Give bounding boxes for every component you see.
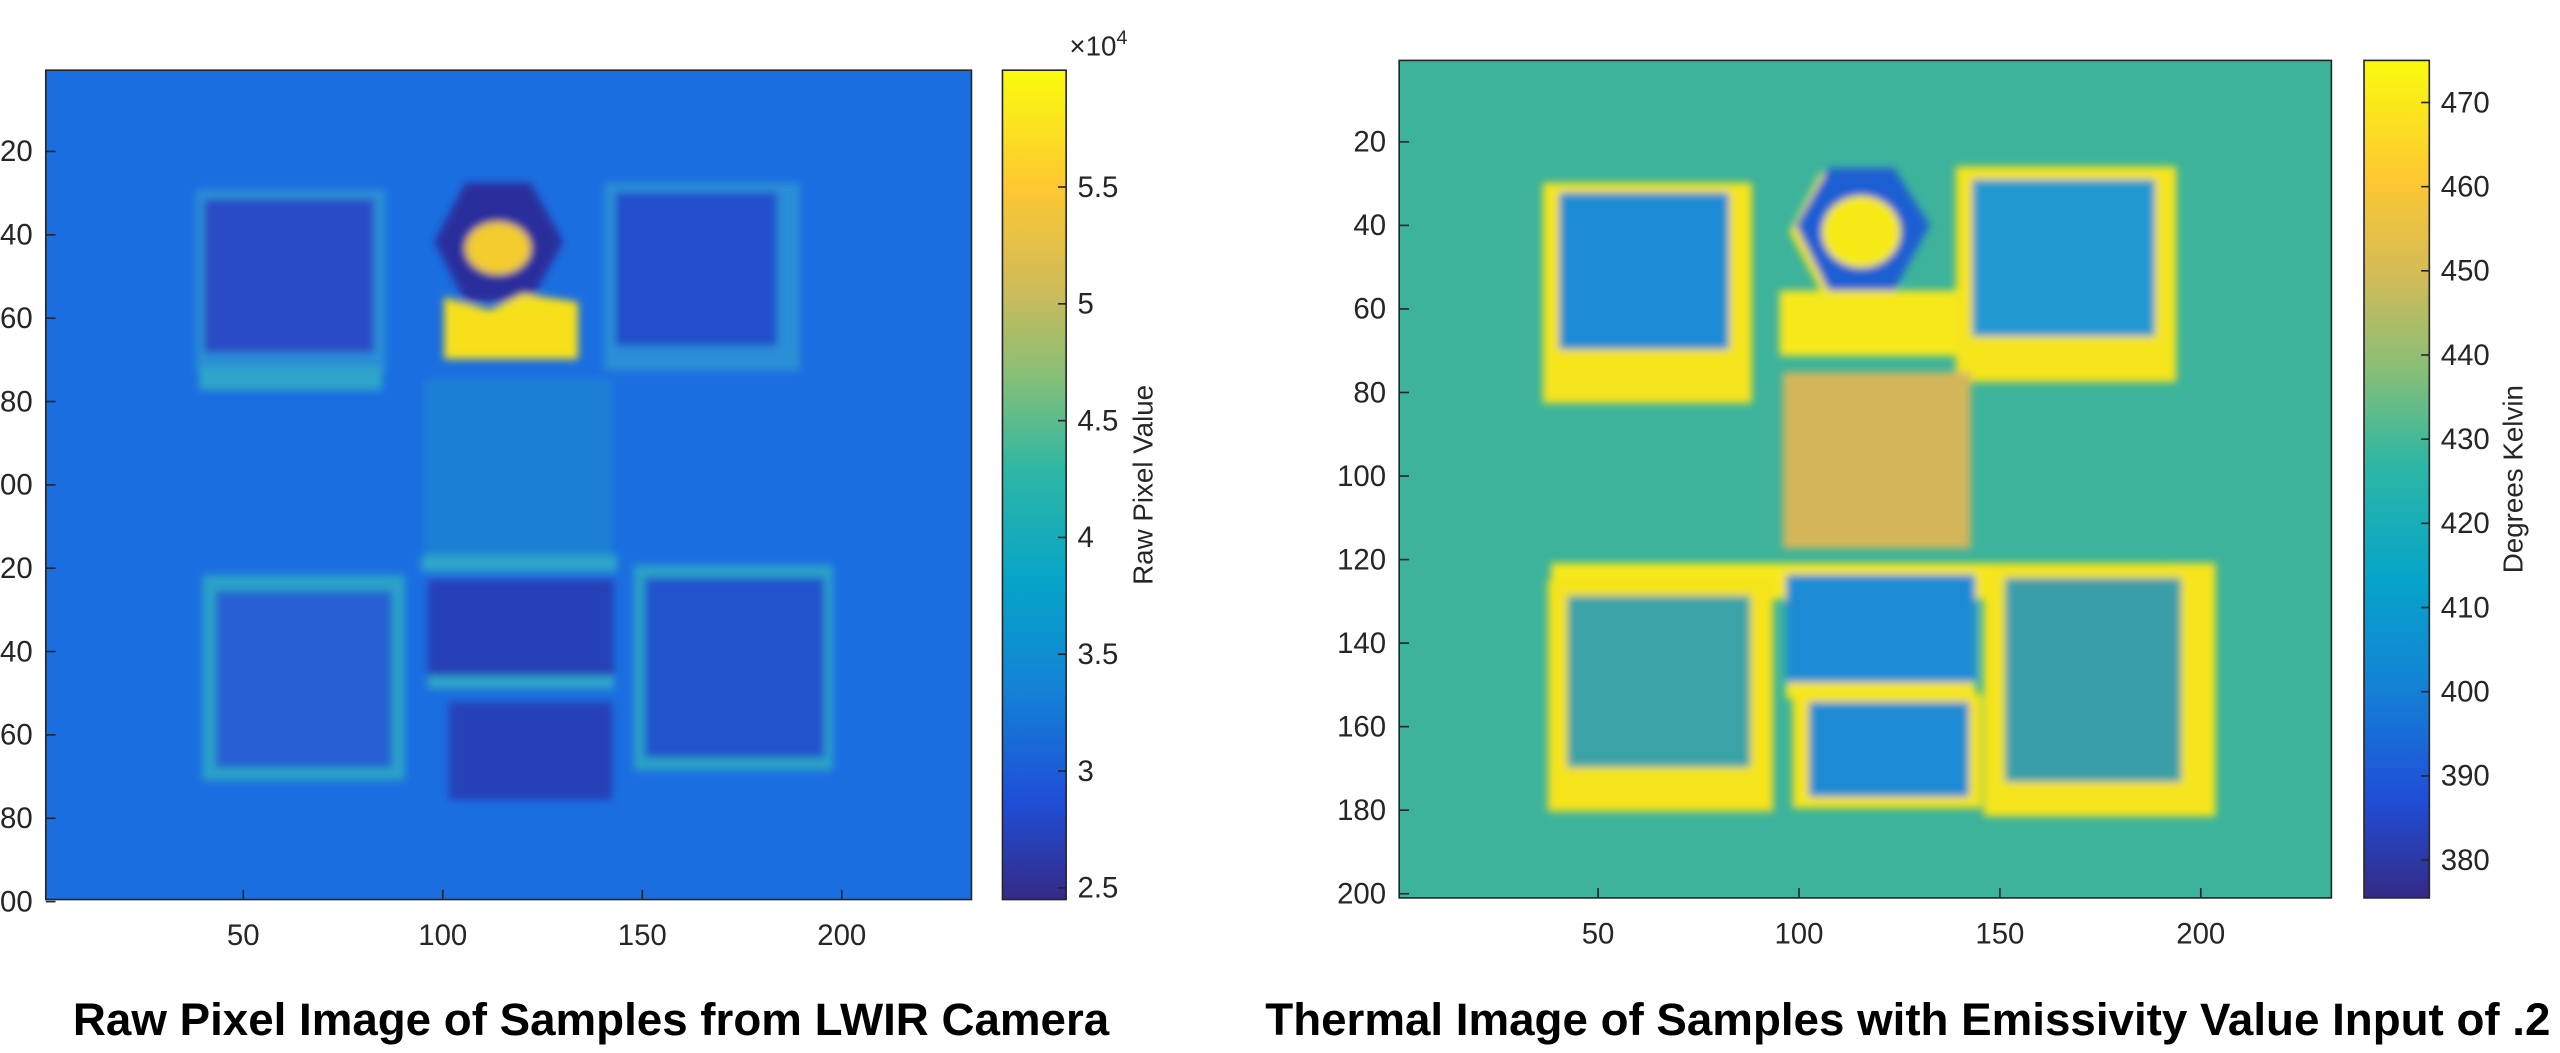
- colorbar-label: Degrees Kelvin: [2497, 385, 2528, 573]
- x-tick-label: 200: [817, 919, 866, 952]
- y-tick-label: 80: [1353, 376, 1386, 409]
- y-tick-label: 160: [0, 719, 33, 752]
- colorbar-tick-label: 390: [2441, 760, 2490, 793]
- y-tick-label: 200: [1337, 878, 1386, 911]
- axes-frame: [1398, 59, 2333, 899]
- x-tick-label: 100: [1774, 918, 1823, 951]
- x-tick-label: 50: [1582, 918, 1615, 951]
- x-tick-label: 100: [418, 919, 467, 952]
- colorbar-tick-label: 4.5: [1078, 404, 1119, 437]
- colorbar-tick-label: 470: [2441, 86, 2490, 119]
- colorbar-tick-label: 3: [1078, 755, 1094, 788]
- colorbar-tick-label: 460: [2441, 170, 2490, 203]
- y-tick-label: 60: [1353, 293, 1386, 326]
- colorbar-tick-label: 440: [2441, 339, 2490, 372]
- y-tick-label: 100: [1337, 460, 1386, 493]
- colorbar-label: Raw Pixel Value: [1128, 385, 1159, 585]
- chart-title: Thermal Image of Samples with Emissivity…: [1265, 994, 2550, 1045]
- colorbar-multiplier: ×104: [1069, 27, 1127, 61]
- colorbar-tick-label: 410: [2441, 591, 2490, 624]
- y-tick-label: 40: [0, 219, 33, 252]
- colorbar-tick-label: 5.5: [1078, 171, 1119, 204]
- colorbar-tick-label: 3.5: [1078, 638, 1119, 671]
- multiplier-exponent: 4: [1116, 27, 1127, 49]
- y-tick-label: 180: [0, 802, 33, 835]
- y-tick-label: 120: [1337, 543, 1386, 576]
- thermal-image: [1399, 60, 2332, 898]
- colorbar-tick-label: 420: [2441, 507, 2490, 540]
- colorbar-tick-label: 450: [2441, 255, 2490, 288]
- chart-title: Raw Pixel Image of Samples from LWIR Cam…: [73, 994, 1110, 1045]
- colorbar: [2363, 59, 2431, 899]
- multiplier-base: ×10: [1069, 31, 1116, 62]
- colorbar-tick-label: 380: [2441, 844, 2490, 877]
- y-tick-label: 120: [0, 552, 33, 585]
- y-tick-label: 20: [1353, 126, 1386, 159]
- colorbar-tick-label: 400: [2441, 675, 2490, 708]
- y-tick-label: 20: [0, 135, 33, 168]
- colorbar-tick-label: 430: [2441, 423, 2490, 456]
- y-tick-label: 180: [1337, 794, 1386, 827]
- y-tick-label: 80: [0, 385, 33, 418]
- colorbar-tick-label: 5: [1078, 288, 1094, 321]
- y-tick-label: 60: [0, 302, 33, 335]
- colorbar-tick-label: 2.5: [1078, 872, 1119, 905]
- colorbar: [1001, 69, 1067, 901]
- x-tick-label: 200: [2176, 918, 2225, 951]
- y-tick-label: 140: [1337, 627, 1386, 660]
- x-tick-label: 50: [227, 919, 260, 952]
- y-tick-label: 40: [1353, 209, 1386, 242]
- y-tick-label: 200: [0, 885, 33, 918]
- y-tick-label: 100: [0, 469, 33, 502]
- y-tick-label: 160: [1337, 710, 1386, 743]
- colorbar-tick-label: 4: [1078, 521, 1094, 554]
- raw-image: [45, 70, 972, 900]
- x-tick-label: 150: [618, 919, 667, 952]
- y-tick-label: 140: [0, 635, 33, 668]
- x-tick-label: 150: [1975, 918, 2024, 951]
